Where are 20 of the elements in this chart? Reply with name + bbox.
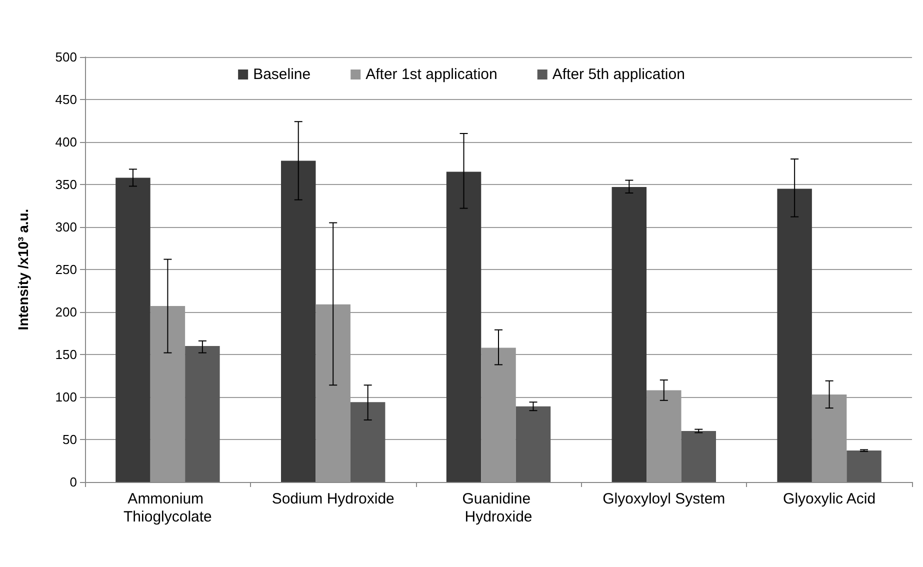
x-tick-label: Glyoxylic Acid [783,490,876,508]
y-tick-label: 250 [55,262,77,277]
y-tick-label: 0 [70,474,77,490]
legend-label: After 1st application [366,66,498,83]
y-tick-label: 100 [55,390,77,404]
y-tick-label: 150 [55,347,77,362]
y-axis-title: Intensity /x10³ a.u. [15,208,31,330]
y-tick-label: 200 [55,304,77,320]
legend-label: After 5th application [552,66,685,83]
y-tick-label: 50 [62,432,77,447]
x-tick-label: Ammonium Thioglycolate [124,490,212,526]
x-tick-label: Guanidine Hydroxide [462,490,535,526]
y-tick-label: 300 [55,220,77,234]
x-tick-label: Sodium Hydroxide [272,490,394,508]
legend-label: Baseline [253,66,311,83]
y-tick-label: 350 [55,177,77,192]
x-tick-label: Glyoxyloyl System [602,490,726,508]
y-tick-label: 500 [55,50,77,64]
y-tick-label: 450 [55,92,77,107]
y-tick-label: 400 [55,134,77,150]
